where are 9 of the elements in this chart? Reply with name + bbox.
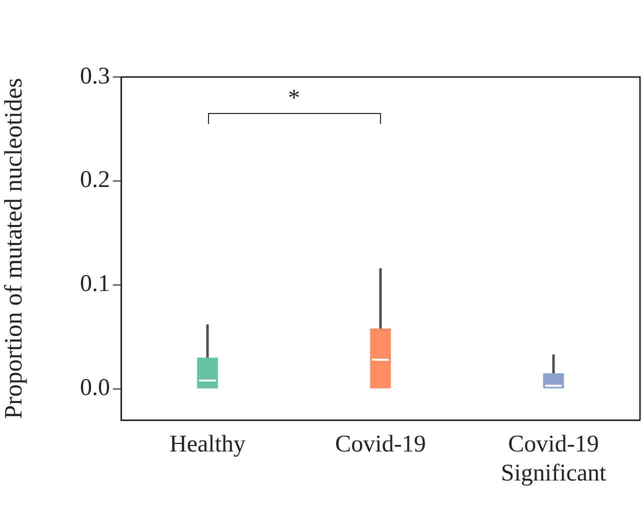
y-tick-label: 0.3 (80, 63, 110, 90)
y-tick-label: 0.1 (80, 271, 110, 298)
x-tick-label: Healthy (170, 432, 246, 458)
y-axis-title: Proportion of mutated nucleotides (0, 78, 28, 419)
annotation: * (288, 86, 300, 112)
y-tick-label: 0.2 (80, 167, 110, 194)
y-tick-label: 0.0 (80, 375, 110, 402)
x-tick-label: Covid-19 (335, 432, 426, 458)
x-tick-label: Covid-19 Significant (500, 432, 606, 486)
